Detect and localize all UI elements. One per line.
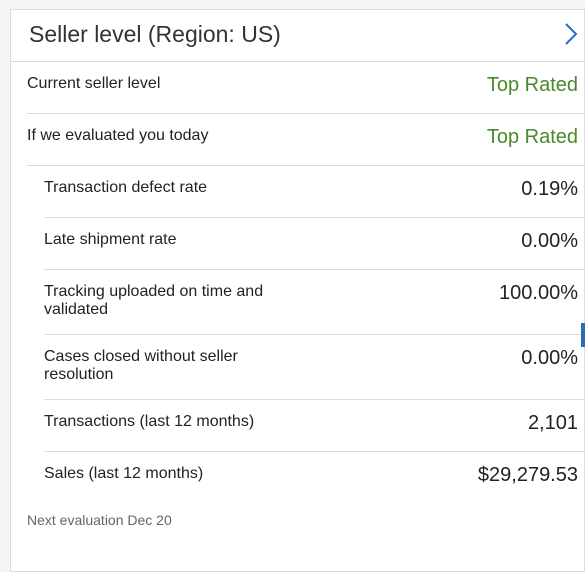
scroll-indicator[interactable] — [581, 323, 585, 347]
card-title: Seller level (Region: US) — [29, 21, 281, 47]
current-level-label: Current seller level — [27, 75, 161, 92]
metrics-list: Current seller level Top Rated If we eva… — [11, 62, 584, 504]
metric-value: 0.19% — [521, 178, 578, 200]
metric-label: Sales (last 12 months) — [44, 465, 204, 482]
next-evaluation-note: Next evaluation Dec 20 — [27, 512, 172, 528]
metric-label: Transaction defect rate — [44, 179, 208, 196]
current-level-row: Current seller level Top Rated — [27, 62, 584, 114]
metric-value: 100.00% — [499, 282, 578, 304]
metric-label: Tracking uploaded on time and validated — [44, 283, 264, 318]
metric-row-sales: Sales (last 12 months) $29,279.53 — [44, 452, 584, 504]
metric-row-tracking: Tracking uploaded on time and validated … — [44, 270, 584, 335]
chevron-right-icon[interactable] — [564, 22, 578, 46]
metric-row-late-shipment: Late shipment rate 0.00% — [44, 218, 584, 270]
metric-value: $29,279.53 — [477, 464, 578, 486]
metric-value: 2,101 — [527, 412, 578, 434]
seller-level-card: Seller level (Region: US) Current seller… — [10, 9, 585, 572]
today-level-value: Top Rated — [486, 126, 578, 148]
metric-value: 0.00% — [521, 230, 578, 252]
metric-row-defect-rate: Transaction defect rate 0.19% — [44, 166, 584, 218]
metric-label: Transactions (last 12 months) — [44, 413, 255, 430]
today-level-row: If we evaluated you today Top Rated — [27, 114, 584, 166]
metric-label: Late shipment rate — [44, 231, 177, 248]
current-level-value: Top Rated — [486, 74, 578, 96]
metric-row-transactions: Transactions (last 12 months) 2,101 — [44, 400, 584, 452]
metric-value: 0.00% — [521, 347, 578, 369]
today-level-label: If we evaluated you today — [27, 127, 209, 144]
card-header[interactable]: Seller level (Region: US) — [11, 10, 584, 62]
metric-row-cases-closed: Cases closed without seller resolution 0… — [44, 335, 584, 400]
metric-label: Cases closed without seller resolution — [44, 348, 238, 383]
